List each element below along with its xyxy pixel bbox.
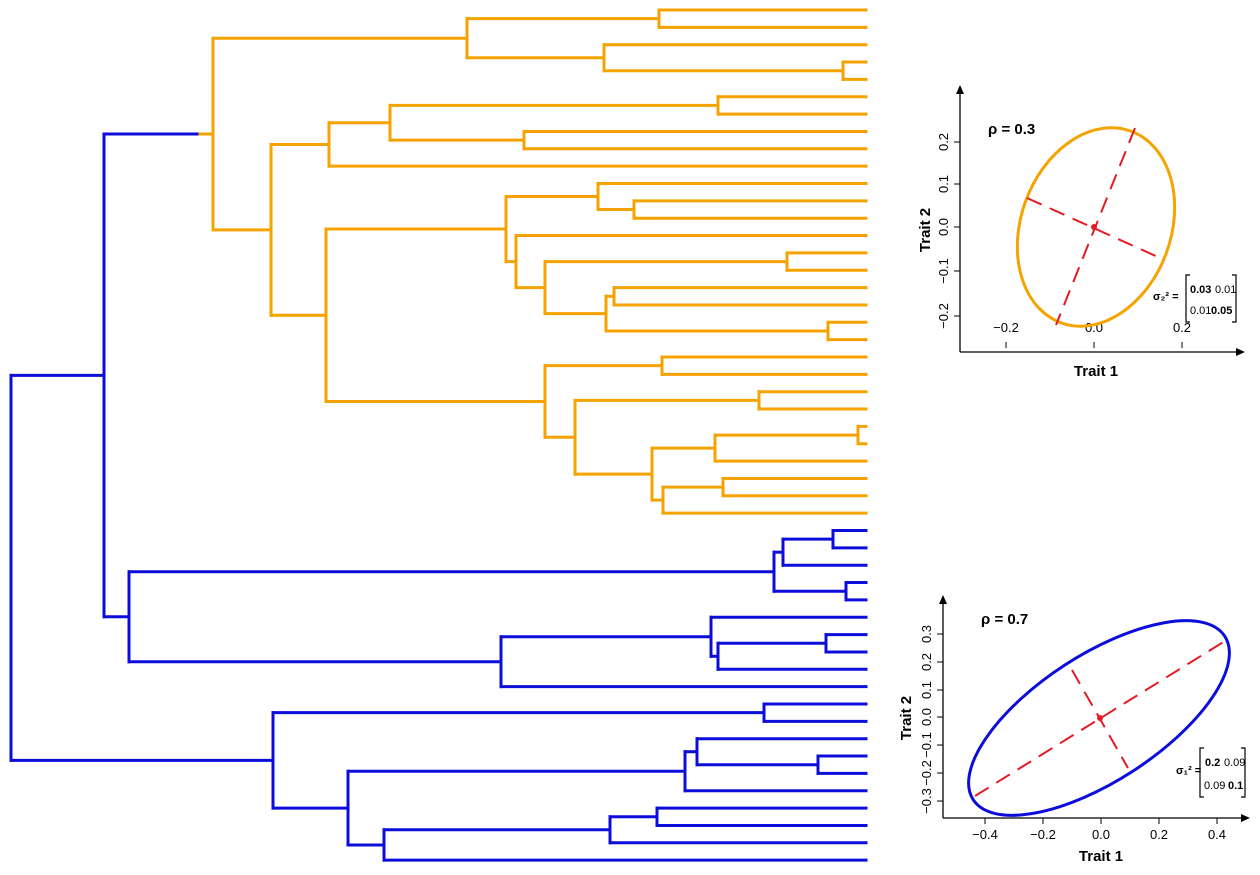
matrix-cell: 0.2 (1205, 757, 1220, 769)
x-tick-label: −0.2 (993, 320, 1019, 335)
y-tick-label: 0.0 (936, 218, 951, 236)
covariance-plot-top: −0.2 −0.1 0.0 0.1 0.2 −0.2 0.0 0.2 Trait… (900, 80, 1250, 400)
matrix-cell: 0.09 (1224, 757, 1245, 769)
matrix-label: σ₁² = (1176, 765, 1201, 777)
y-tick-label: −0.2 (936, 303, 951, 329)
y-tick-label: 0.1 (919, 681, 934, 699)
y-tick-label: 0.2 (936, 133, 951, 151)
y-tick-label: −0.3 (919, 788, 934, 814)
y-tick-label: −0.1 (919, 732, 934, 758)
covariance-ellipse (967, 619, 1231, 817)
x-tick-label: 0.4 (1208, 827, 1226, 842)
y-ticks: −0.2 −0.1 0.0 0.1 0.2 (936, 133, 960, 329)
covariance-ellipse (1015, 126, 1177, 328)
center-point (1091, 224, 1097, 230)
rho-label: ρ = 0.3 (988, 121, 1035, 138)
matrix-cell: 0.01 (1190, 305, 1211, 317)
axes (956, 85, 1245, 356)
matrix-label: σ₂² = (1153, 291, 1179, 303)
x-axis-title: Trait 1 (1079, 848, 1123, 865)
y-tick-label: 0.0 (919, 708, 934, 726)
x-tick-label: −0.2 (1030, 827, 1056, 842)
y-ticks: −0.3 −0.2 −0.1 0.0 0.1 0.2 0.3 (919, 625, 943, 814)
matrix-cell: 0.05 (1211, 305, 1232, 317)
x-tick-label: 0.2 (1173, 320, 1191, 335)
x-tick-label: 0.0 (1092, 827, 1110, 842)
x-ticks: −0.4 −0.2 0.0 0.2 0.4 (972, 818, 1226, 842)
matrix-cell: 0.01 (1215, 284, 1236, 296)
covariance-plot-bottom: −0.3 −0.2 −0.1 0.0 0.1 0.2 0.3 −0.4 −0.2… (895, 590, 1255, 870)
y-axis-title: Trait 2 (917, 208, 934, 252)
axes (939, 595, 1250, 822)
y-tick-label: 0.3 (919, 625, 934, 643)
covariance-matrix: σ₁² = 0.2 0.09 0.09 0.1 (1176, 747, 1246, 798)
y-tick-label: −0.1 (936, 258, 951, 284)
center-point (1097, 715, 1103, 721)
y-tick-label: 0.1 (936, 175, 951, 193)
x-tick-label: −0.4 (972, 827, 998, 842)
x-tick-label: 0.2 (1150, 827, 1168, 842)
matrix-cell: 0.03 (1190, 284, 1211, 296)
phylogenetic-tree (9, 8, 868, 862)
rho-label: ρ = 0.7 (981, 611, 1028, 628)
x-axis-title: Trait 1 (1074, 363, 1118, 380)
y-tick-label: −0.2 (919, 760, 934, 786)
y-axis-title: Trait 2 (898, 696, 915, 740)
covariance-matrix: σ₂² = 0.03 0.01 0.01 0.05 (1153, 274, 1237, 323)
matrix-cell: 0.1 (1228, 780, 1243, 792)
matrix-cell: 0.09 (1204, 780, 1225, 792)
y-tick-label: 0.2 (919, 653, 934, 671)
